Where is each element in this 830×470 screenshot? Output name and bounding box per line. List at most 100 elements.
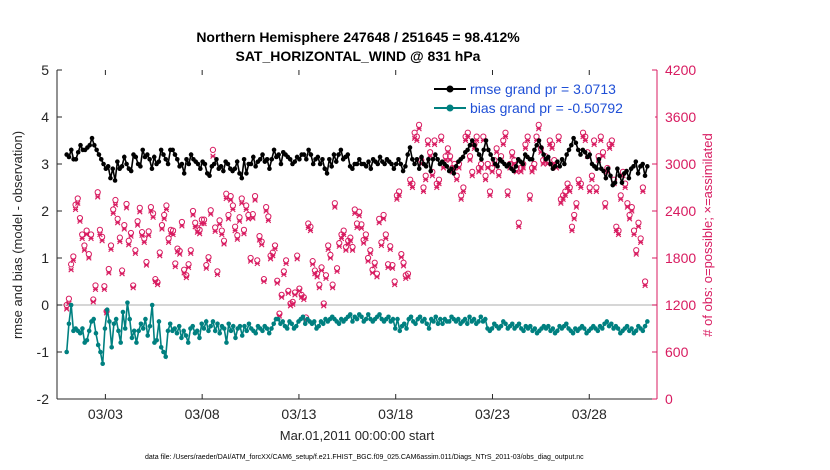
y-tick-label-left: -2: [37, 391, 50, 407]
rmse-point: [121, 154, 127, 160]
bias-point: [302, 321, 308, 327]
y-tick-label-left: 2: [41, 203, 49, 219]
rmse-point: [624, 168, 629, 174]
bias-point: [609, 321, 614, 327]
rmse-point: [115, 159, 120, 164]
rmse-point: [320, 157, 325, 162]
obs-assimilated-marker: [582, 137, 589, 144]
x-ticks: 03/03 03/08 03/13 03/18 03/23 03/28: [88, 70, 607, 422]
obs-assimilated-marker: [531, 165, 538, 171]
rmse-point: [414, 157, 420, 162]
rmse-point: [110, 166, 116, 171]
obs-assimilated-marker: [487, 192, 493, 199]
obs-possible-marker: [65, 295, 72, 302]
obs-possible-marker: [460, 184, 467, 191]
rmse-point: [322, 166, 328, 171]
obs-possible-marker: [420, 184, 427, 191]
obs-possible-marker: [466, 153, 474, 160]
legend-rmse-label: rmse grand pr = 3.0713: [470, 81, 616, 97]
bias-point: [147, 323, 153, 329]
rmse-point: [188, 152, 194, 157]
obs-assimilated-marker: [445, 149, 451, 156]
obs-assimilated-marker: [405, 274, 411, 280]
obs-assimilated-marker: [216, 221, 223, 228]
obs-assimilated-marker: [360, 240, 367, 246]
obs-possible-marker: [236, 214, 243, 221]
obs-assimilated-marker: [569, 227, 575, 234]
rmse-point: [403, 164, 408, 169]
rmse-point: [566, 147, 572, 153]
rmse-point: [151, 154, 157, 160]
bias-point: [555, 328, 560, 334]
bias-point: [390, 316, 396, 322]
obs-assimilated-marker: [117, 238, 123, 245]
legend-rmse-marker: [446, 85, 454, 93]
bias-point: [600, 326, 605, 331]
rmse-point: [488, 152, 493, 157]
rmse-point: [172, 152, 178, 157]
obs-assimilated-marker: [294, 255, 300, 262]
obs-possible-marker: [555, 133, 562, 140]
obs-assimilated-marker: [389, 265, 396, 271]
obs-assimilated-marker: [549, 145, 555, 152]
obs-possible-marker: [212, 224, 219, 231]
bias-point: [642, 323, 648, 329]
bias-point: [208, 323, 214, 329]
obs-assimilated-marker: [633, 251, 640, 257]
rmse-point: [594, 166, 599, 171]
rmse-point: [472, 142, 477, 148]
obs-assimilated-marker: [515, 223, 522, 230]
bias-point: [131, 328, 137, 334]
obs-assimilated-marker: [509, 153, 515, 159]
rmse-point: [308, 152, 314, 157]
bias-point: [224, 340, 229, 345]
obs-possible-marker: [626, 211, 633, 219]
rmse-point: [490, 157, 496, 162]
rmse-point: [66, 154, 72, 160]
rmse-point: [248, 161, 254, 167]
rmse-point: [241, 157, 247, 162]
rmse-point: [98, 157, 104, 162]
rmse-point: [631, 164, 636, 169]
obs-possible-marker: [358, 221, 365, 228]
obs-assimilated-marker: [462, 137, 469, 144]
obs-assimilated-marker: [376, 219, 382, 226]
rmse-point: [221, 168, 226, 174]
obs-assimilated-marker: [101, 286, 108, 293]
bias-point: [93, 330, 99, 336]
obs-assimilated-marker: [378, 242, 385, 249]
obs-assimilated-marker: [72, 206, 79, 213]
rmse-point: [645, 164, 650, 169]
rmse-point: [165, 161, 171, 167]
obs-assimilated-marker: [416, 125, 422, 132]
bias-point: [163, 354, 169, 360]
rmse-point: [435, 157, 440, 162]
obs-assimilated-marker: [369, 270, 376, 276]
obs-assimilated-marker: [219, 231, 225, 238]
bias-point: [66, 321, 72, 327]
y-tick-label-left: 4: [41, 109, 49, 125]
rmse-point: [92, 142, 97, 148]
obs-assimilated-marker: [340, 231, 347, 238]
obs-assimilated-marker: [292, 292, 298, 298]
bias-point: [134, 340, 139, 345]
bias-point: [125, 300, 130, 305]
obs-assimilated-marker: [305, 224, 312, 231]
obs-assimilated-marker: [609, 141, 615, 148]
obs-assimilated-marker: [130, 284, 136, 291]
rmse-point: [626, 175, 632, 181]
obs-assimilated-marker: [351, 210, 358, 217]
rmse-point: [453, 164, 459, 169]
obs-assimilated-marker: [332, 204, 338, 210]
obs-possible-marker: [624, 200, 631, 207]
obs-assimilated-marker: [316, 284, 323, 291]
rmse-point: [428, 168, 434, 174]
bias-point: [404, 326, 409, 331]
rmse-point: [368, 166, 374, 171]
bias-point: [498, 323, 504, 329]
obs-assimilated-marker: [145, 232, 152, 239]
obs-possible-marker: [94, 189, 101, 196]
bias-point: [347, 312, 353, 317]
rmse-point: [119, 164, 125, 169]
rmse-point: [601, 168, 606, 174]
